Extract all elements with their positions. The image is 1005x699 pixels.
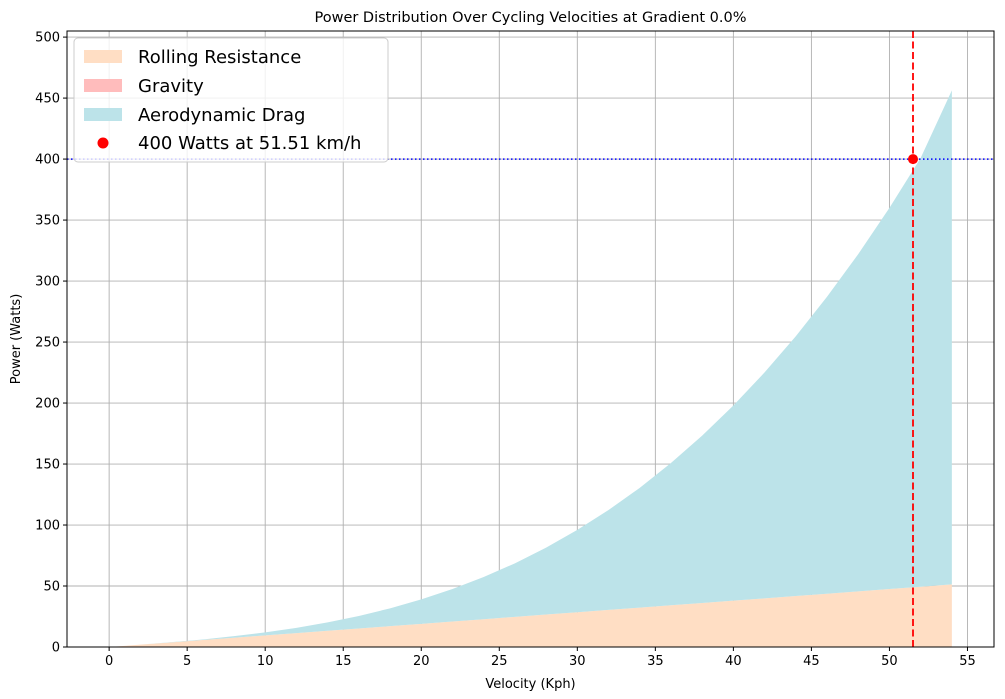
y-axis-label: Power (Watts): [9, 294, 24, 385]
x-tick-label: 10: [257, 654, 274, 669]
legend-label-gravity: Gravity: [138, 76, 204, 97]
area-aerodynamic-drag: [109, 90, 952, 647]
reference-lines: [67, 31, 994, 647]
axis-ticks: 0 5 10 15 20 25 30 35 40 45 50 55 0 50 100 150 200 250 300…: [35, 31, 976, 669]
x-tick-label: 45: [803, 654, 820, 669]
y-tick-label: 350: [35, 214, 60, 229]
x-tick-label: 0: [105, 654, 113, 669]
x-tick-label: 40: [725, 654, 742, 669]
legend-swatch-aerodynamic-drag: [84, 108, 122, 121]
legend-label-rolling-resistance: Rolling Resistance: [138, 47, 301, 68]
x-tick-label: 5: [183, 654, 191, 669]
marker-point: [908, 154, 919, 165]
x-tick-label: 30: [569, 654, 586, 669]
legend-label-marker: 400 Watts at 51.51 km/h: [138, 133, 361, 154]
y-tick-label: 400: [35, 153, 60, 168]
x-tick-label: 15: [335, 654, 352, 669]
legend-frame: [73, 37, 389, 163]
y-tick-label: 450: [35, 92, 60, 107]
legend: Rolling Resistance Gravity Aerodynamic Dra…: [73, 37, 389, 163]
x-axis-label: Velocity (Kph): [485, 677, 575, 692]
y-tick-label: 150: [35, 458, 60, 473]
x-tick-label: 20: [413, 654, 430, 669]
marker-layer: [908, 154, 919, 165]
y-tick-label: 250: [35, 336, 60, 351]
area-rolling-resistance: [109, 584, 952, 647]
chart-title: Power Distribution Over Cycling Velociti…: [314, 10, 746, 26]
y-tick-label: 300: [35, 275, 60, 290]
x-tick-label: 35: [647, 654, 664, 669]
legend-marker-icon: [97, 137, 109, 149]
y-tick-label: 500: [35, 31, 60, 46]
x-tick-label: 50: [881, 654, 898, 669]
y-tick-label: 50: [43, 580, 60, 595]
plot-frame: [66, 30, 995, 648]
x-tick-label: 55: [959, 654, 976, 669]
y-tick-label: 0: [52, 641, 60, 656]
y-tick-label: 200: [35, 397, 60, 412]
legend-swatch-rolling-resistance: [84, 50, 122, 63]
x-tick-label: 25: [491, 654, 508, 669]
y-tick-label: 100: [35, 519, 60, 534]
legend-label-aerodynamic-drag: Aerodynamic Drag: [138, 105, 305, 126]
stacked-areas: [109, 90, 952, 647]
legend-swatch-gravity: [84, 79, 122, 92]
